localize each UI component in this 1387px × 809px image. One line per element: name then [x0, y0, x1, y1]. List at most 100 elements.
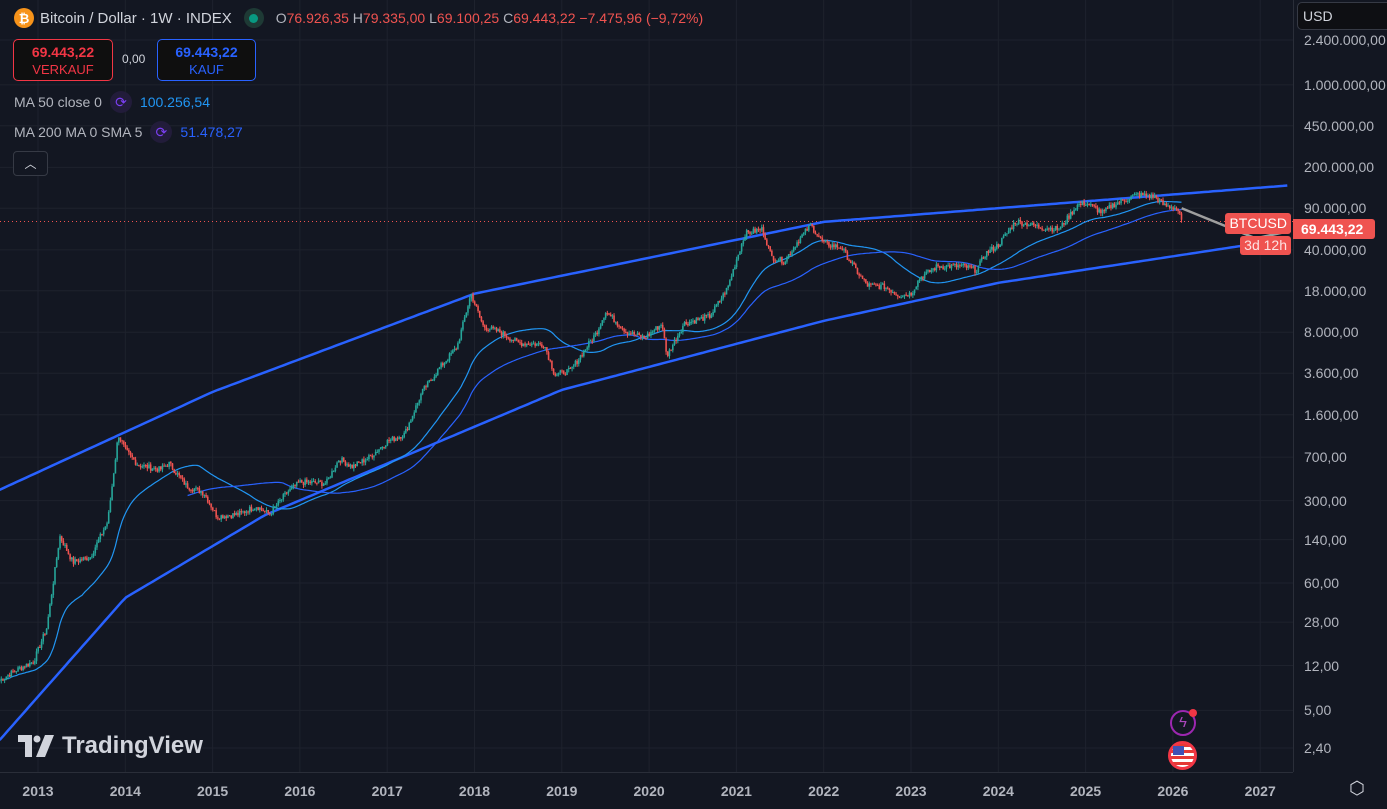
flash-event-icon[interactable]: ϟ: [1170, 709, 1197, 736]
candle-body: [663, 329, 666, 339]
candle-body: [569, 367, 572, 369]
candle-body: [1012, 222, 1015, 229]
candle-body: [990, 246, 993, 250]
candle-body: [396, 438, 399, 440]
candle-body: [839, 247, 842, 249]
price-axis[interactable]: 2.400.000,00 1.000.000,00 450.000,00 200.00…: [1293, 0, 1387, 772]
settings-icon[interactable]: ⬡: [1349, 778, 1365, 798]
candle-body: [257, 507, 259, 511]
candle-body: [203, 495, 206, 497]
candle-body: [364, 460, 367, 463]
candle-body: [324, 483, 327, 485]
us-economic-event-icon[interactable]: [1168, 741, 1197, 770]
candle-body: [388, 439, 390, 441]
symbol-tag: BTCUSD: [1225, 213, 1291, 234]
tradingview-logo[interactable]: TradingView: [18, 732, 203, 760]
candle-body: [1068, 215, 1070, 219]
time-axis[interactable]: 2013 2014 2015 2016 2017 2018 2019 2020 2021 2022…: [0, 772, 1293, 809]
candle-body: [138, 464, 140, 467]
candle-body: [811, 224, 813, 226]
sync-icon[interactable]: ⟳: [109, 91, 132, 113]
candle-body: [336, 462, 338, 468]
candle-body: [760, 227, 763, 231]
candle-body: [918, 279, 921, 281]
candle-body: [354, 464, 357, 467]
candle-body: [494, 327, 496, 329]
candle-body: [742, 240, 745, 244]
candle-body: [1078, 203, 1080, 205]
symbol-legend[interactable]: ₿ Bitcoin / Dollar · 1W · INDEX O76.926,…: [14, 8, 703, 28]
candle-body: [739, 251, 741, 255]
candle-body: [1046, 228, 1048, 230]
candle-body: [455, 348, 458, 350]
market-status-icon[interactable]: [243, 8, 264, 28]
sync-icon[interactable]: ⟳: [150, 121, 173, 143]
candle-body: [957, 265, 960, 268]
candle-body: [564, 374, 567, 376]
candle-body: [101, 533, 103, 535]
candle-body: [178, 473, 181, 476]
candle-body: [282, 494, 285, 500]
indicator-ma200[interactable]: MA 200 MA 0 SMA 5 ⟳ 51.478,27: [14, 121, 243, 143]
candle-body: [781, 256, 783, 264]
candle-body: [697, 318, 699, 320]
candle-body: [139, 466, 142, 468]
candle-body: [853, 262, 855, 265]
candle-body: [42, 634, 45, 642]
candle-body: [1044, 229, 1047, 231]
candle-body: [32, 662, 34, 664]
candle-body: [166, 465, 169, 467]
currency-selector[interactable]: USD: [1297, 2, 1387, 30]
candle-body: [1121, 199, 1124, 201]
price-chart[interactable]: [0, 0, 1293, 772]
candle-body: [875, 284, 877, 286]
candle-body: [1148, 195, 1151, 199]
x-tick-label: 2014: [109, 783, 141, 799]
candle-body: [153, 467, 155, 469]
candle-body: [705, 314, 708, 316]
candle-body: [980, 257, 983, 261]
candle-body: [359, 462, 362, 464]
candle-body: [314, 481, 317, 483]
candle-body: [1133, 194, 1136, 196]
candle-body: [656, 326, 659, 330]
candle-body: [436, 368, 439, 375]
candle-body: [818, 235, 820, 237]
collapse-legend-button[interactable]: ︿: [13, 151, 48, 176]
candle-body: [235, 512, 238, 515]
candle-body: [467, 306, 469, 313]
candle-body: [772, 255, 775, 261]
candle-body: [1096, 207, 1099, 213]
x-tick-label: 2013: [22, 783, 54, 799]
candle-body: [369, 455, 372, 457]
buy-button[interactable]: 69.443,22 KAUF: [157, 39, 256, 81]
y-tick-label: 3.600,00: [1304, 365, 1359, 382]
candle-body: [168, 461, 170, 467]
candle-body: [421, 388, 424, 394]
indicator-ma50[interactable]: MA 50 close 0 ⟳ 100.256,54: [14, 91, 210, 113]
candle-body: [962, 263, 965, 265]
candle-body: [1073, 209, 1075, 215]
candle-body: [285, 492, 288, 494]
candle-body: [732, 269, 735, 277]
sell-button[interactable]: 69.443,22 VERKAUF: [13, 39, 113, 81]
candle-body: [8, 675, 11, 677]
candle-body: [925, 271, 928, 275]
candle-body: [1086, 203, 1089, 205]
candle-body: [834, 244, 837, 248]
candle-body: [134, 459, 137, 465]
candle-body: [985, 251, 988, 257]
candle-body: [782, 263, 785, 265]
candle-body: [908, 292, 911, 297]
candle-body: [1029, 225, 1032, 227]
candle-body: [62, 540, 65, 546]
symbol-title: Bitcoin / Dollar · 1W · INDEX: [40, 9, 232, 27]
candle-body: [547, 352, 550, 360]
ohlc-values: O76.926,35 H79.335,00 L69.100,25 C69.443…: [275, 10, 704, 26]
y-tick-label: 60,00: [1304, 575, 1340, 592]
candle-body: [119, 437, 122, 441]
candle-body: [740, 243, 743, 252]
candle-body: [116, 442, 118, 460]
x-tick-label: 2017: [371, 783, 403, 799]
candle-body: [544, 347, 547, 349]
